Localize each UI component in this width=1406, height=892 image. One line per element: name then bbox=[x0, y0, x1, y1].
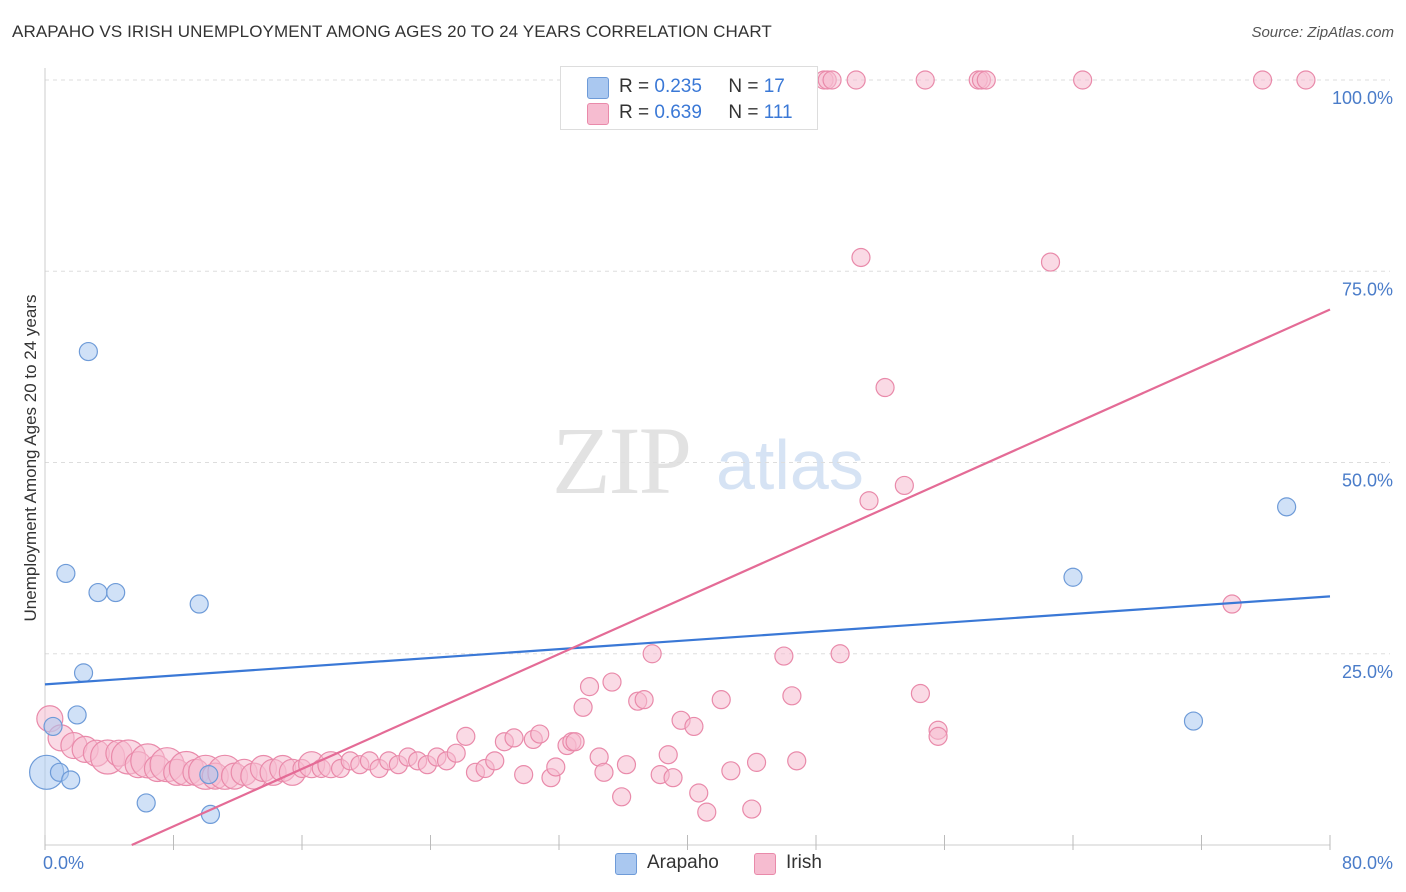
irish-point bbox=[546, 757, 566, 777]
irish-point bbox=[830, 644, 850, 664]
irish-point bbox=[642, 644, 662, 664]
arapaho-legend-swatch bbox=[615, 853, 637, 875]
irish-legend-label: Irish bbox=[786, 852, 822, 873]
irish-point bbox=[976, 70, 996, 90]
irish-point bbox=[787, 751, 807, 771]
arapaho-points bbox=[29, 341, 1297, 825]
irish-point bbox=[1040, 252, 1061, 272]
chart-title: ARAPAHO VS IRISH UNEMPLOYMENT AMONG AGES… bbox=[12, 22, 772, 41]
irish-point bbox=[928, 726, 948, 746]
irish-point bbox=[602, 672, 622, 692]
y-tick-label: 50.0% bbox=[1342, 471, 1393, 491]
arapaho-point bbox=[189, 594, 209, 614]
irish-point bbox=[746, 752, 767, 772]
n-label: N = bbox=[728, 102, 759, 123]
irish-point bbox=[894, 475, 914, 496]
n-label: N = bbox=[728, 76, 759, 97]
irish-point bbox=[875, 377, 895, 398]
irish-point bbox=[616, 755, 637, 775]
r-label: R = bbox=[619, 76, 650, 97]
irish-trend-line bbox=[131, 308, 1331, 847]
arapaho-point bbox=[61, 770, 81, 790]
irish-point bbox=[456, 726, 476, 746]
irish-point bbox=[594, 762, 614, 782]
irish-point bbox=[859, 491, 879, 511]
arapaho-point bbox=[88, 582, 108, 603]
arapaho-point bbox=[1063, 567, 1083, 587]
watermark-zip: ZIP bbox=[552, 407, 692, 514]
irish-point bbox=[846, 70, 866, 90]
x-tick-label: 80.0% bbox=[1342, 853, 1393, 873]
irish-swatch bbox=[587, 103, 609, 125]
irish-point bbox=[1073, 70, 1093, 90]
arapaho-point bbox=[199, 765, 219, 785]
arapaho-trend-line bbox=[44, 595, 1331, 686]
arapaho-point bbox=[67, 705, 87, 725]
x-tick-label: 0.0% bbox=[43, 853, 84, 873]
tick-labels: 25.0% 50.0% 75.0% 100.0% 0.0% 80.0% bbox=[43, 88, 1393, 873]
watermark-atlas: atlas bbox=[716, 426, 864, 504]
y-tick-label: 75.0% bbox=[1342, 279, 1393, 299]
irish-point bbox=[822, 70, 842, 90]
irish-point bbox=[851, 247, 871, 268]
arapaho-r-value: 0.235 bbox=[654, 76, 702, 97]
arapaho-point bbox=[78, 341, 98, 362]
arapaho-point bbox=[1183, 711, 1204, 731]
arapaho-point bbox=[1277, 497, 1297, 517]
irish-point bbox=[1296, 70, 1316, 90]
irish-point bbox=[579, 677, 600, 697]
arapaho-point bbox=[73, 663, 94, 683]
irish-r-value: 0.639 bbox=[654, 102, 702, 123]
y-axis-label: Unemployment Among Ages 20 to 24 years bbox=[21, 295, 40, 622]
irish-point bbox=[504, 728, 524, 748]
arapaho-n-value: 17 bbox=[763, 76, 785, 97]
irish-points bbox=[36, 70, 1316, 822]
irish-point bbox=[1252, 70, 1273, 90]
irish-point bbox=[774, 646, 794, 666]
arapaho-point bbox=[56, 563, 76, 584]
trend-lines bbox=[44, 308, 1331, 847]
irish-n-value: 111 bbox=[763, 102, 793, 123]
irish-point bbox=[742, 799, 762, 819]
y-tick-label: 25.0% bbox=[1342, 662, 1393, 682]
irish-point bbox=[684, 716, 704, 737]
irish-point bbox=[530, 724, 550, 744]
irish-point bbox=[485, 751, 505, 771]
r-label: R = bbox=[619, 102, 650, 123]
irish-point bbox=[612, 787, 632, 807]
arapaho-point bbox=[43, 716, 63, 737]
irish-point bbox=[514, 765, 534, 785]
irish-point bbox=[910, 683, 931, 704]
irish-point bbox=[782, 686, 802, 706]
arapaho-point bbox=[106, 582, 126, 603]
irish-point bbox=[565, 732, 585, 752]
source-label: Source: ZipAtlas.com bbox=[1251, 24, 1394, 41]
irish-point bbox=[663, 768, 683, 788]
arapaho-swatch bbox=[587, 77, 609, 99]
irish-point bbox=[446, 743, 466, 763]
irish-point bbox=[697, 802, 717, 822]
irish-point bbox=[573, 697, 593, 717]
irish-point bbox=[711, 690, 731, 710]
irish-legend-swatch bbox=[754, 853, 776, 875]
arapaho-point bbox=[136, 793, 156, 813]
y-tick-label: 100.0% bbox=[1332, 88, 1393, 108]
irish-point bbox=[658, 745, 678, 765]
correlation-legend: R = 0.235 N = 17 R = 0.639 N = 111 bbox=[560, 66, 818, 130]
irish-point bbox=[634, 690, 654, 710]
irish-point bbox=[721, 761, 741, 781]
grid-lines bbox=[45, 79, 1390, 655]
irish-point bbox=[915, 70, 935, 90]
arapaho-legend-label: Arapaho bbox=[647, 852, 719, 873]
irish-point bbox=[689, 783, 709, 803]
